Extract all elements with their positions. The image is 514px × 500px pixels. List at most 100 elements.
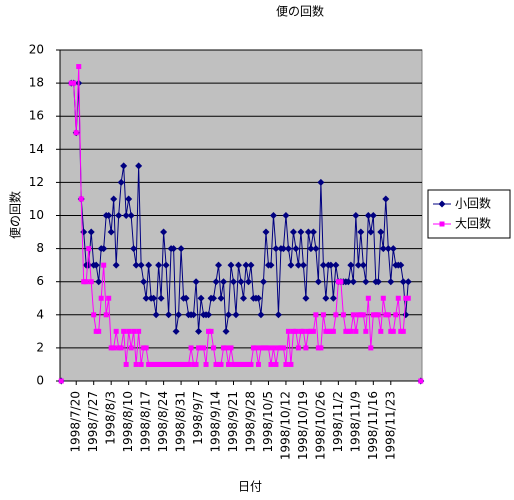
point <box>117 178 125 186</box>
point <box>113 328 119 334</box>
point <box>110 195 118 203</box>
point <box>368 345 374 351</box>
point <box>297 228 305 236</box>
point <box>121 328 127 334</box>
point <box>132 261 140 269</box>
point <box>363 328 369 334</box>
point <box>95 278 103 286</box>
point <box>248 361 254 367</box>
x-tick-label: 1998/10/19 <box>296 391 310 460</box>
point <box>284 245 292 253</box>
x-tick-label: 1998/9/7 <box>191 391 205 445</box>
chart-title: 便の回数 <box>276 4 324 19</box>
point <box>122 212 130 219</box>
point <box>359 261 367 269</box>
point <box>304 228 312 236</box>
point <box>257 311 265 319</box>
point <box>319 261 327 269</box>
point <box>138 361 144 367</box>
point <box>242 261 250 269</box>
point <box>349 278 357 286</box>
point <box>217 294 225 302</box>
y-tick-label: 10 <box>29 208 44 222</box>
point <box>393 312 399 318</box>
point <box>118 345 124 351</box>
point <box>120 162 128 170</box>
point <box>126 328 132 334</box>
point <box>227 261 235 269</box>
point <box>88 279 94 285</box>
point <box>314 278 322 286</box>
point <box>300 328 306 334</box>
point <box>279 245 287 253</box>
point <box>92 261 100 269</box>
point <box>375 312 381 318</box>
point <box>292 245 300 253</box>
point <box>150 294 158 302</box>
point <box>380 295 386 301</box>
point <box>101 262 107 268</box>
x-tick-label: 1998/11/9 <box>348 391 362 453</box>
point <box>262 228 270 236</box>
point <box>145 261 153 269</box>
point <box>285 328 291 334</box>
point <box>288 361 294 367</box>
x-tick-label: 1998/11/2 <box>331 391 345 453</box>
point <box>208 328 214 334</box>
point <box>294 261 302 269</box>
point <box>293 328 299 334</box>
point <box>395 295 401 301</box>
point <box>193 361 199 367</box>
point <box>175 311 183 319</box>
point <box>327 261 335 269</box>
x-tick-label: 1998/10/12 <box>278 391 292 460</box>
point <box>255 361 261 367</box>
point <box>272 245 280 253</box>
y-tick-label: 8 <box>36 241 44 255</box>
legend-box <box>427 189 511 239</box>
point <box>188 345 194 351</box>
point <box>338 279 344 285</box>
point <box>259 278 267 286</box>
point <box>115 212 123 219</box>
x-tick-label: 1998/8/31 <box>174 391 188 453</box>
point <box>329 294 337 302</box>
point <box>140 278 148 286</box>
point <box>160 228 168 236</box>
point <box>226 361 232 367</box>
point <box>155 261 163 269</box>
point <box>287 261 295 269</box>
point <box>267 261 275 269</box>
point <box>299 261 307 269</box>
point <box>320 312 326 318</box>
point <box>270 345 276 351</box>
point <box>387 278 395 286</box>
point <box>397 261 405 269</box>
x-tick-label: 1998/9/14 <box>209 391 223 453</box>
point <box>228 345 234 351</box>
point <box>365 295 371 301</box>
point <box>382 195 390 203</box>
point <box>223 345 229 351</box>
point <box>237 278 245 286</box>
x-axis-label: 日付 <box>238 480 262 494</box>
point <box>190 311 198 319</box>
point <box>162 261 170 269</box>
x-tick-label: 1998/8/10 <box>121 391 135 453</box>
x-tick-label: 1998/11/16 <box>366 391 380 460</box>
legend-label: 大回数 <box>455 216 491 231</box>
point <box>354 261 362 269</box>
point <box>374 278 382 286</box>
point <box>133 361 139 367</box>
point <box>195 327 203 335</box>
point <box>418 378 424 384</box>
point <box>76 64 82 70</box>
point <box>96 328 102 334</box>
point <box>390 328 396 334</box>
point <box>340 312 346 318</box>
y-axis-label: 便の回数 <box>8 191 23 239</box>
point <box>135 162 143 170</box>
point <box>78 196 84 202</box>
point <box>220 278 228 286</box>
point <box>322 294 330 302</box>
